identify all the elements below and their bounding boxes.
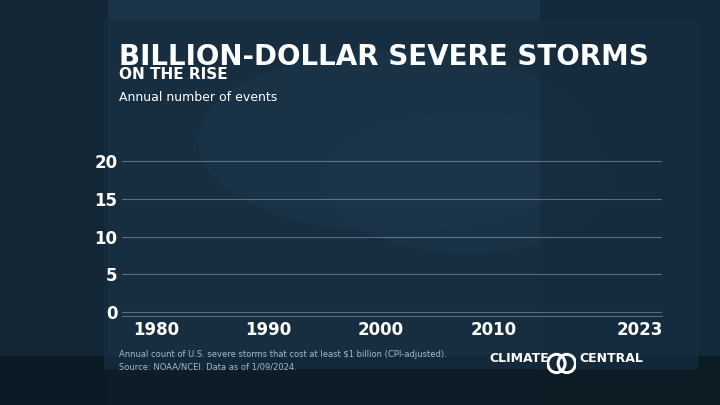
Ellipse shape (324, 111, 612, 253)
Text: Annual count of U.S. severe storms that cost at least $1 billion (CPI-adjusted).: Annual count of U.S. severe storms that … (119, 350, 446, 359)
Bar (0, 0, 108, 405)
Bar (540, 0, 720, 405)
Text: BILLION-DOLLAR SEVERE STORMS: BILLION-DOLLAR SEVERE STORMS (119, 43, 649, 70)
Text: Annual number of events: Annual number of events (119, 91, 277, 104)
Text: Source: NOAA/NCEI. Data as of 1/09/2024.: Source: NOAA/NCEI. Data as of 1/09/2024. (119, 362, 297, 371)
Bar (0, 356, 720, 405)
Bar (104, 20, 698, 369)
Text: CLIMATE: CLIMATE (490, 352, 549, 365)
Ellipse shape (198, 51, 594, 233)
Text: ON THE RISE: ON THE RISE (119, 67, 228, 82)
Text: CENTRAL: CENTRAL (580, 352, 644, 365)
